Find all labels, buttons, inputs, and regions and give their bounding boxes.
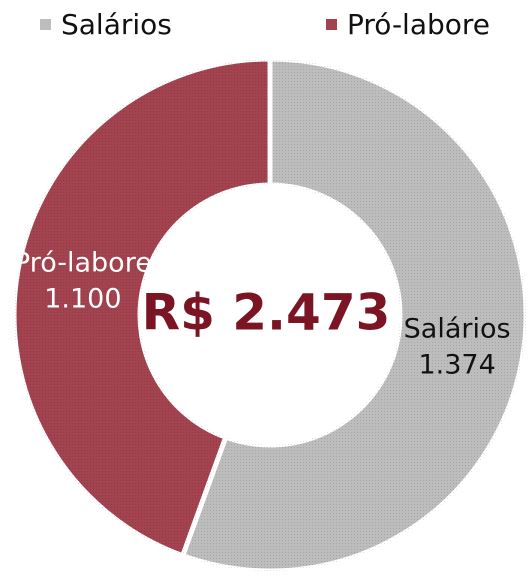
slices (11, 56, 529, 574)
legend-label: Salários (61, 8, 172, 41)
legend-label: Pró-labore (347, 8, 490, 41)
slice-texture (182, 59, 527, 571)
data-label-name: Salários (404, 313, 511, 344)
data-label-value: 1.100 (44, 284, 121, 315)
data-label-name: Pró-labore (14, 248, 152, 279)
slice-texture (14, 59, 270, 556)
legend-swatch (326, 19, 337, 30)
center-total: R$ 2.473 (142, 284, 391, 342)
data-label-value: 1.374 (418, 349, 495, 380)
legend-swatch (40, 19, 51, 30)
